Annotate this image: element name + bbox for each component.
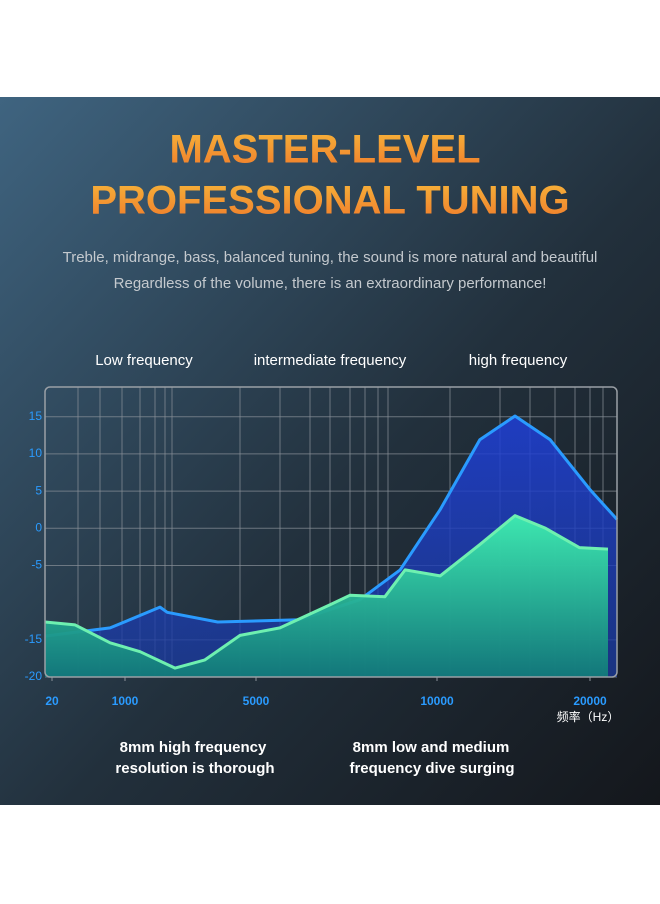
subtitle: Treble, midrange, bass, balanced tuning,… [63,249,598,266]
band-label: high frequency [469,352,568,369]
x-tick-label: 10000 [420,694,454,708]
y-tick-label: 0 [35,520,42,534]
band-label: Low frequency [95,352,193,369]
plot-frame [44,386,618,678]
x-axis-label: 频率（Hz） [557,709,620,724]
y-tick-label: 10 [29,446,43,460]
x-tick-label: 20 [45,694,59,708]
series-line [44,514,609,670]
caption: 8mm high frequency [120,739,267,756]
y-tick-label: -5 [31,558,42,572]
title: MASTER-LEVEL [169,128,480,172]
x-tick-label: 20000 [573,694,607,708]
subtitle: Regardless of the volume, there is an ex… [114,275,547,292]
caption: 8mm low and medium [353,739,510,756]
caption: frequency dive surging [349,760,514,777]
y-tick-label: 5 [35,483,42,497]
title: PROFESSIONAL TUNING [90,179,569,223]
caption: resolution is thorough [115,760,274,777]
band-label: intermediate frequency [254,352,407,369]
y-tick-label: -15 [25,632,43,646]
y-tick-label: 15 [29,409,43,423]
x-tick-label: 5000 [243,694,270,708]
plot [44,414,619,681]
series-line [44,414,619,638]
x-tick-label: 1000 [112,694,139,708]
y-tick-label: -20 [25,669,43,683]
